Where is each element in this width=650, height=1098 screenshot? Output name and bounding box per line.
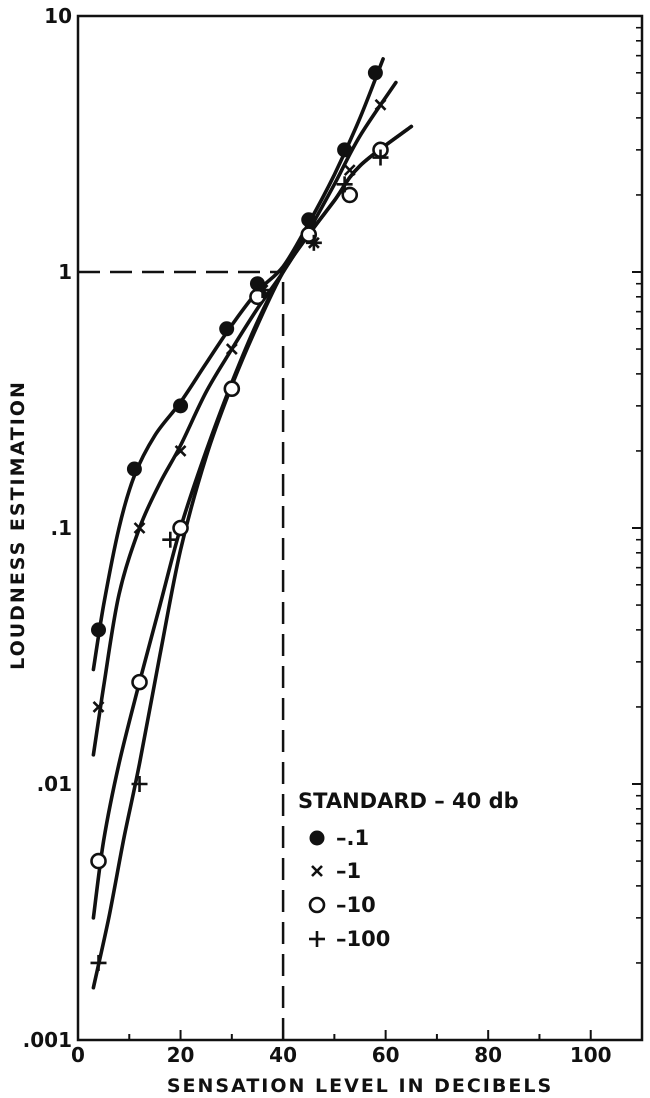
legend-title: STANDARD – 40 db — [298, 789, 519, 813]
x-tick-label: 100 — [570, 1043, 612, 1067]
legend-entry: –1 — [311, 859, 361, 883]
plot-border — [76, 14, 644, 1042]
data-point — [131, 673, 148, 691]
x-tick-label: 80 — [474, 1043, 502, 1067]
data-point — [174, 445, 187, 457]
legend-label: –10 — [336, 893, 376, 917]
plot-frame — [76, 14, 644, 1042]
data-point — [173, 398, 189, 414]
data-point — [90, 852, 107, 870]
x-marker-stroke — [133, 522, 146, 534]
data-point — [372, 149, 389, 166]
data-point — [90, 954, 107, 971]
x-marker-stroke — [374, 98, 387, 111]
data-point — [337, 142, 353, 158]
axis-ticks: 0 20 40 60 80 100 .001 .01 .1 1 10 — [23, 4, 642, 1067]
legend-marker — [311, 865, 323, 877]
x-axis-label: SENSATION LEVEL IN DECIBELS — [167, 1075, 553, 1097]
x-marker-stroke — [92, 701, 105, 713]
legend-label: –1 — [336, 859, 361, 883]
data-point — [305, 234, 322, 251]
legend-entry: –100 — [309, 927, 390, 951]
data-point — [254, 282, 271, 299]
data-point — [301, 212, 317, 228]
x-marker-stroke — [343, 164, 356, 177]
legend-marker — [309, 931, 325, 947]
legend: STANDARD – 40 db –.1 –1 –10 –100 — [298, 789, 519, 951]
series-curve — [91, 80, 398, 757]
data-point — [341, 186, 359, 204]
x-marker-stroke — [311, 865, 323, 877]
legend-label: –.1 — [336, 826, 369, 850]
data-point — [133, 522, 146, 534]
data-point — [367, 65, 383, 81]
x-tick-label: 40 — [269, 1043, 297, 1067]
data-point — [131, 776, 148, 792]
data-point — [343, 164, 356, 177]
data-point — [223, 380, 241, 398]
y-tick-label: .1 — [50, 516, 72, 540]
legend-items: –.1 –1 –10 –100 — [308, 826, 390, 951]
series-curve — [91, 124, 414, 990]
data-point — [336, 176, 353, 193]
legend-marker — [308, 896, 326, 914]
series-markers — [90, 65, 389, 971]
data-point — [126, 461, 142, 477]
y-tick-label: 10 — [44, 4, 72, 28]
y-tick-label: .01 — [37, 772, 72, 796]
data-point — [172, 519, 189, 537]
legend-entry: –10 — [308, 893, 376, 917]
x-tick-label: 20 — [167, 1043, 195, 1067]
legend-entry: –.1 — [309, 826, 369, 850]
data-point — [219, 321, 235, 337]
x-marker-stroke — [225, 343, 238, 355]
series-curve — [91, 57, 385, 672]
x-tick-label: 0 — [71, 1043, 85, 1067]
series-curves — [91, 57, 414, 990]
y-tick-label: 1 — [58, 260, 72, 284]
data-point — [162, 531, 179, 548]
data-point — [374, 98, 387, 111]
reference-lines — [78, 270, 285, 1040]
y-tick-label: .001 — [23, 1028, 72, 1052]
data-point — [225, 343, 238, 355]
x-marker-stroke — [174, 445, 187, 457]
legend-label: –100 — [336, 927, 390, 951]
data-point — [92, 701, 105, 713]
x-tick-label: 60 — [372, 1043, 400, 1067]
y-axis-label: LOUDNESS ESTIMATION — [7, 380, 29, 670]
legend-marker — [309, 830, 325, 846]
data-point — [91, 622, 107, 638]
